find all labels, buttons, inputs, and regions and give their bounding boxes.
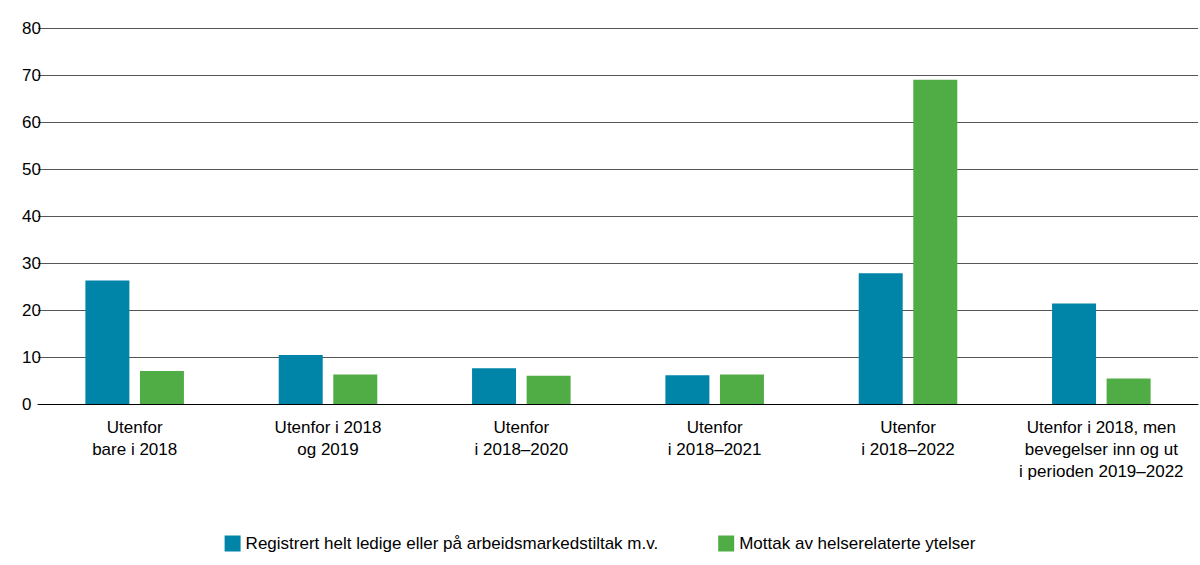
svg-text:50: 50 — [22, 160, 41, 179]
svg-text:80: 80 — [22, 19, 41, 38]
svg-text:i 2018–2021: i 2018–2021 — [668, 440, 762, 459]
svg-text:10: 10 — [22, 348, 41, 367]
svg-text:Utenfor i 2018: Utenfor i 2018 — [275, 418, 382, 437]
svg-text:Utenfor: Utenfor — [493, 418, 549, 437]
svg-text:0: 0 — [22, 395, 31, 414]
svg-text:bare i 2018: bare i 2018 — [92, 440, 177, 459]
svg-text:Registrert helt ledige eller p: Registrert helt ledige eller på arbeidsm… — [246, 534, 659, 553]
svg-text:i perioden 2019–2022: i perioden 2019–2022 — [1019, 462, 1183, 481]
svg-text:70: 70 — [22, 66, 41, 85]
svg-text:Utenfor: Utenfor — [687, 418, 743, 437]
svg-text:Utenfor i 2018, men: Utenfor i 2018, men — [1027, 418, 1176, 437]
svg-text:40: 40 — [22, 207, 41, 226]
svg-text:Mottak av helserelaterte ytels: Mottak av helserelaterte ytelser — [739, 534, 976, 553]
svg-text:og 2019: og 2019 — [297, 440, 358, 459]
svg-text:i 2018–2020: i 2018–2020 — [475, 440, 569, 459]
svg-text:20: 20 — [22, 301, 41, 320]
svg-text:Utenfor: Utenfor — [107, 418, 163, 437]
svg-text:60: 60 — [22, 113, 41, 132]
svg-text:bevegelser inn og ut: bevegelser inn og ut — [1025, 440, 1178, 459]
svg-text:i 2018–2022: i 2018–2022 — [861, 440, 955, 459]
svg-text:30: 30 — [22, 254, 41, 273]
svg-text:Utenfor: Utenfor — [880, 418, 936, 437]
